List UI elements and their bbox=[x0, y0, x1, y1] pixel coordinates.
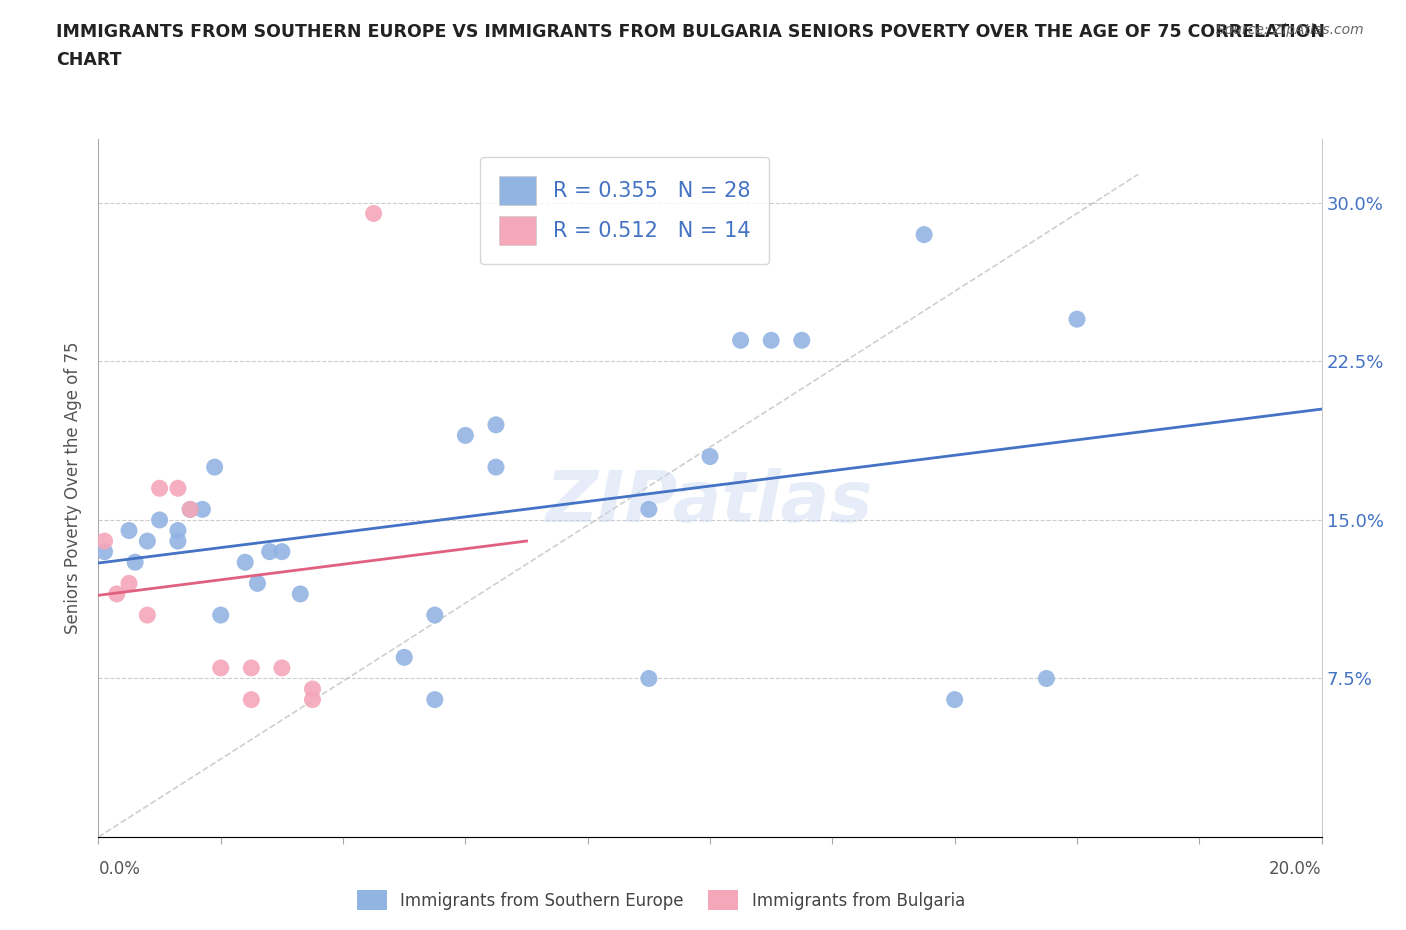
Text: 20.0%: 20.0% bbox=[1270, 860, 1322, 878]
Point bbox=[105, 587, 128, 602]
Point bbox=[209, 607, 232, 622]
Point bbox=[699, 449, 721, 464]
Point bbox=[943, 692, 966, 707]
Point bbox=[485, 418, 508, 432]
Point bbox=[204, 459, 226, 474]
Point bbox=[301, 682, 323, 697]
Point bbox=[270, 544, 292, 559]
Point bbox=[363, 206, 385, 221]
Point bbox=[1066, 312, 1088, 326]
Point bbox=[167, 481, 190, 496]
Point bbox=[118, 576, 141, 591]
Point bbox=[790, 333, 813, 348]
Text: CHART: CHART bbox=[56, 51, 122, 69]
Point bbox=[167, 534, 190, 549]
Point bbox=[270, 660, 292, 675]
Text: 0.0%: 0.0% bbox=[98, 860, 141, 878]
Point bbox=[392, 650, 416, 665]
Point bbox=[179, 502, 201, 517]
Point bbox=[423, 607, 446, 622]
Point bbox=[246, 576, 269, 591]
Point bbox=[233, 555, 256, 570]
Point bbox=[637, 502, 661, 517]
Point bbox=[124, 555, 146, 570]
Point bbox=[290, 587, 312, 602]
Point bbox=[209, 660, 232, 675]
Text: IMMIGRANTS FROM SOUTHERN EUROPE VS IMMIGRANTS FROM BULGARIA SENIORS POVERTY OVER: IMMIGRANTS FROM SOUTHERN EUROPE VS IMMIG… bbox=[56, 23, 1326, 41]
Point bbox=[259, 544, 281, 559]
Point bbox=[240, 660, 263, 675]
Point bbox=[179, 502, 201, 517]
Point bbox=[191, 502, 214, 517]
Point bbox=[93, 544, 115, 559]
Point bbox=[1035, 671, 1057, 686]
Legend: Immigrants from Southern Europe, Immigrants from Bulgaria: Immigrants from Southern Europe, Immigra… bbox=[350, 884, 972, 917]
Point bbox=[637, 671, 661, 686]
Text: Source: ZipAtlas.com: Source: ZipAtlas.com bbox=[1216, 23, 1364, 37]
Point bbox=[167, 523, 190, 538]
Point bbox=[149, 512, 172, 527]
Point bbox=[149, 481, 172, 496]
Point bbox=[423, 692, 446, 707]
Point bbox=[454, 428, 477, 443]
Point bbox=[136, 534, 159, 549]
Point bbox=[759, 333, 782, 348]
Point bbox=[301, 692, 323, 707]
Point bbox=[240, 692, 263, 707]
Point bbox=[730, 333, 752, 348]
Point bbox=[912, 227, 935, 242]
Text: ZIPatlas: ZIPatlas bbox=[547, 468, 873, 537]
Point bbox=[118, 523, 141, 538]
Point bbox=[485, 459, 508, 474]
Y-axis label: Seniors Poverty Over the Age of 75: Seniors Poverty Over the Age of 75 bbox=[65, 342, 83, 634]
Point bbox=[93, 534, 115, 549]
Legend: R = 0.355   N = 28, R = 0.512   N = 14: R = 0.355 N = 28, R = 0.512 N = 14 bbox=[479, 157, 769, 264]
Point bbox=[136, 607, 159, 622]
